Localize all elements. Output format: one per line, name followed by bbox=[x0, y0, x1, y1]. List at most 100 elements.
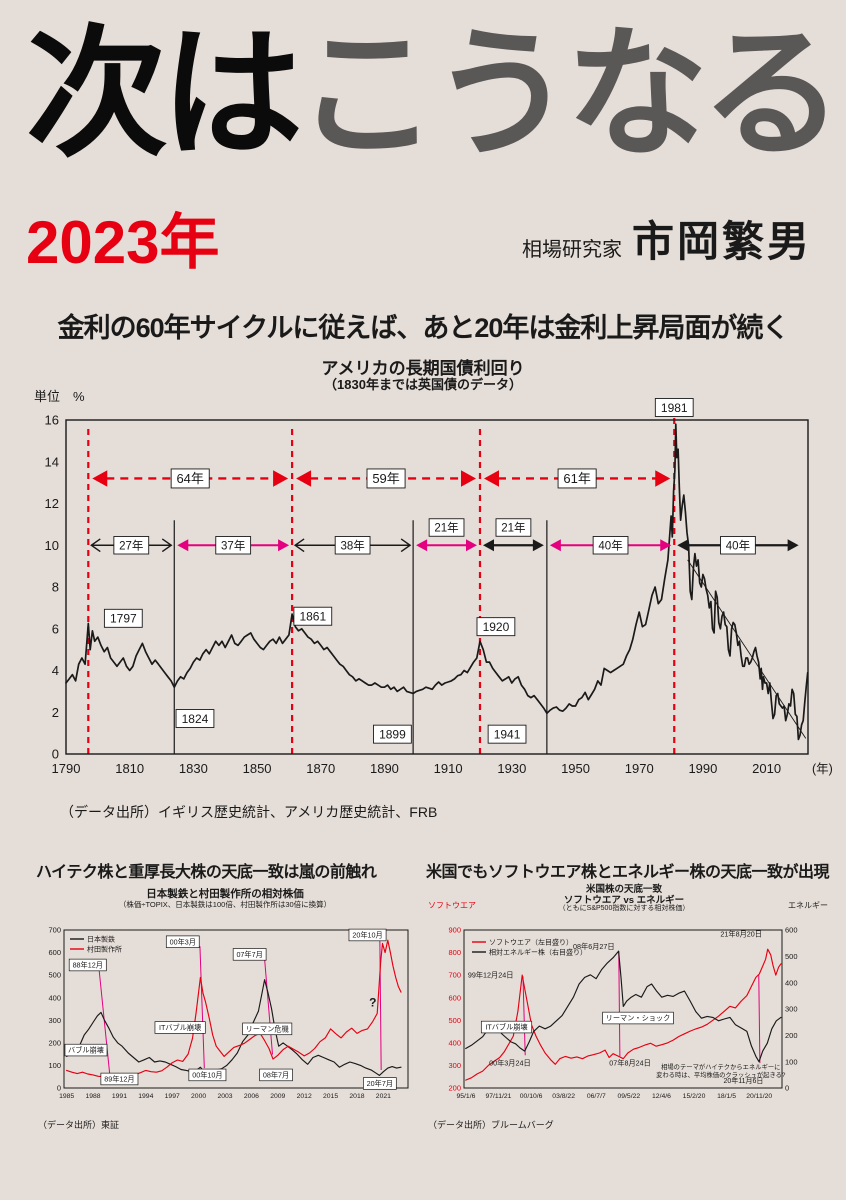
chart-text: 40年 bbox=[726, 538, 750, 552]
chart-text: 89年12月 bbox=[104, 1074, 134, 1083]
chart-text: 2000 bbox=[191, 1093, 206, 1100]
chart-rect bbox=[64, 1043, 108, 1057]
chart-text: 0 bbox=[785, 1084, 789, 1093]
chart-text: 1797 bbox=[110, 612, 137, 626]
chart-rect bbox=[366, 468, 406, 489]
chart-text: 400 bbox=[48, 993, 61, 1002]
page-title: 次はこうなる bbox=[26, 14, 843, 177]
chart-rect bbox=[487, 724, 527, 744]
title-part-gray: こうなる bbox=[296, 16, 843, 174]
chart-text: 1830 bbox=[179, 761, 208, 776]
chart-text: 500 bbox=[48, 971, 61, 980]
chart-text: 1991 bbox=[112, 1093, 127, 1100]
chart-text: 20年11月6日 bbox=[723, 1076, 763, 1085]
left-chart-subtitle: （株価÷TOPIX、日本製鉄は100倍、村田製作所は30倍に換算） bbox=[118, 900, 332, 909]
chart-rect bbox=[720, 536, 756, 555]
chart-rect bbox=[334, 536, 371, 555]
chart-text: 1810 bbox=[115, 761, 144, 776]
chart-text: リーマン危機 bbox=[246, 1024, 289, 1033]
author-role: 相場研究家 bbox=[521, 239, 622, 261]
chart-rect bbox=[170, 468, 210, 489]
chart-text: 400 bbox=[448, 1038, 461, 1047]
chart-text: 97/11/21 bbox=[485, 1093, 511, 1100]
chart-text: 500 bbox=[785, 952, 798, 961]
chart-text: 1997 bbox=[165, 1093, 180, 1100]
chart-text: 00年3月 bbox=[170, 937, 196, 946]
chart-text: 38年 bbox=[340, 538, 364, 552]
chart-rect bbox=[65, 419, 809, 755]
chart-text: 64年 bbox=[176, 471, 203, 486]
chart-text: 700 bbox=[48, 926, 61, 935]
chart-text: 300 bbox=[785, 1005, 798, 1014]
chart-line bbox=[379, 939, 382, 1070]
chart-text: 100 bbox=[785, 1057, 798, 1066]
chart-text: 1990 bbox=[688, 761, 717, 776]
left-chart-title: 日本製鉄と村田製作所の相対株価 bbox=[146, 888, 304, 900]
chart-path bbox=[293, 538, 305, 553]
chart-text: 20年10月 bbox=[352, 930, 382, 939]
chart-text: リーマン・ショック bbox=[606, 1014, 671, 1023]
chart-text: 12 bbox=[45, 496, 59, 511]
chart-polygon bbox=[465, 539, 477, 552]
chart-text: 8 bbox=[52, 580, 59, 595]
right-section-heading: 米国でもソフトウエア株とエネルギー株の天底一致が出現 bbox=[426, 864, 830, 881]
chart-rect bbox=[100, 1072, 139, 1086]
main-chart-source: （データ出所）イギリス歴史統計、アメリカ歴史統計、FRB bbox=[60, 804, 438, 820]
chart-text: 07年7月 bbox=[236, 950, 262, 959]
chart-rect bbox=[428, 518, 465, 537]
chart-rect bbox=[348, 928, 387, 942]
chart-text: 2010 bbox=[752, 761, 781, 776]
chart-text: 1910 bbox=[434, 761, 463, 776]
chart-text: 2021 bbox=[376, 1093, 391, 1100]
chart-text: 300 bbox=[48, 1016, 61, 1025]
chart-rect bbox=[232, 948, 267, 961]
chart-text: 日本製鉄 bbox=[87, 935, 115, 944]
chart-text: 12/4/6 bbox=[652, 1093, 671, 1100]
chart-path bbox=[161, 538, 173, 553]
chart-line bbox=[98, 970, 111, 1075]
right-chart-title-line3: （ともにS&P500指数に対する相対株価） bbox=[558, 905, 690, 912]
chart-polygon bbox=[483, 470, 499, 487]
chart-text: 1988 bbox=[85, 1093, 100, 1100]
chart-text: 600 bbox=[785, 926, 798, 935]
chart-text: 100 bbox=[48, 1061, 61, 1070]
chart-path bbox=[400, 538, 412, 553]
chart-text: 900 bbox=[448, 926, 461, 935]
chart-rect bbox=[63, 929, 409, 1089]
chart-text: 06/7/7 bbox=[587, 1093, 606, 1100]
chart-polygon bbox=[532, 539, 544, 552]
chart-rect bbox=[293, 606, 333, 626]
right-chart-right-axis-label: エネルギー bbox=[788, 901, 828, 910]
chart-polyline bbox=[65, 423, 809, 741]
chart-text: 1970 bbox=[625, 761, 654, 776]
chart-text: 95/1/6 bbox=[456, 1093, 475, 1100]
right-chart-title-line1: 米国株の天底一致 bbox=[585, 884, 662, 895]
chart-polygon bbox=[416, 539, 428, 552]
chart-text: 00年10月 bbox=[192, 1070, 222, 1079]
chart-polyline bbox=[66, 979, 402, 1076]
chart-text: 300 bbox=[448, 1061, 461, 1070]
chart-text: 08年7月 bbox=[263, 1070, 289, 1079]
chart-rect bbox=[188, 1068, 227, 1082]
chart-text: 99年12月24日 bbox=[468, 970, 514, 979]
chart-text: 10 bbox=[45, 538, 59, 553]
chart-rect bbox=[480, 1020, 533, 1034]
chart-text: 1994 bbox=[138, 1093, 153, 1100]
chart-text: 2 bbox=[52, 705, 59, 720]
chart-text: 27年 bbox=[119, 538, 143, 552]
chart-text: 18/1/5 bbox=[717, 1093, 736, 1100]
chart-rect bbox=[557, 468, 597, 489]
chart-text: 200 bbox=[785, 1031, 798, 1040]
chart-rect bbox=[476, 617, 516, 637]
chart-text: 1899 bbox=[379, 727, 406, 741]
chart-text: 1930 bbox=[497, 761, 526, 776]
chart-text: 1890 bbox=[370, 761, 399, 776]
chart-polygon bbox=[549, 539, 561, 552]
chart-text: 700 bbox=[448, 971, 461, 980]
chart-rect bbox=[463, 929, 783, 1089]
chart-text: 1985 bbox=[59, 1093, 74, 1100]
right-chart-left-axis-label: ソフトウエア bbox=[428, 901, 476, 910]
left-chart: 0 100 200 300 400 500 600 700 1985 1988 1991 1994 19… bbox=[48, 926, 409, 1100]
chart-text: 40年 bbox=[598, 538, 622, 552]
chart-rect bbox=[242, 1022, 293, 1036]
